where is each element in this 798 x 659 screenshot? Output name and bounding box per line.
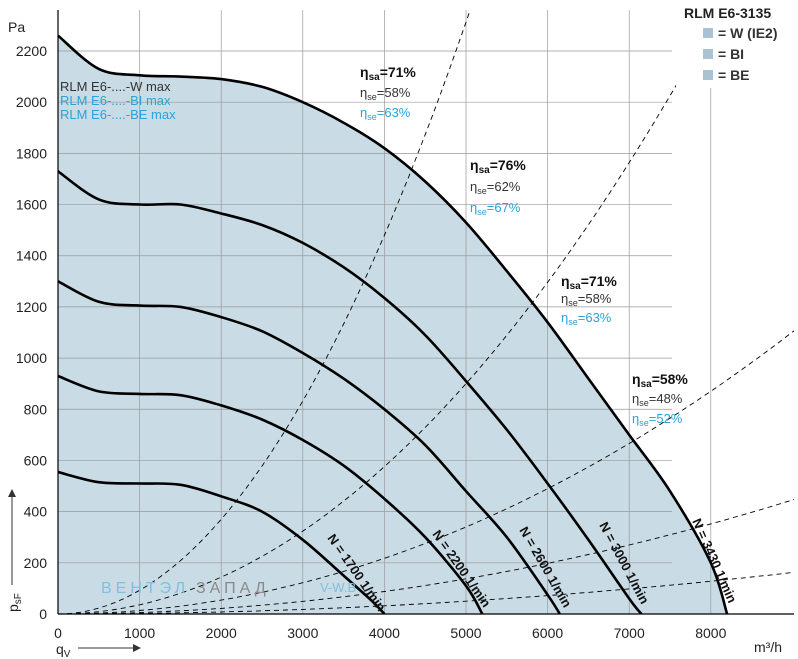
x-tick-label: 0 [54,625,62,641]
max-label-bi: RLM E6-....-BI max [60,93,171,108]
system-curves [58,10,794,614]
eta-se-bi-label: ηse=52% [632,411,683,428]
y-tick-label: 1400 [16,248,47,264]
system-curve [58,10,471,614]
chart-grid [58,10,712,614]
x-tick-label: 5000 [450,625,481,641]
system-curve [58,499,794,614]
eta-sa-label: ηsa=71% [360,64,416,83]
fan-curve-line [58,170,643,614]
svg-text:psF: psF [5,593,24,612]
eta-se-bi-label: ηse=63% [561,310,612,327]
legend-label-be: = BE [718,67,750,83]
x-tick-label: 2000 [206,625,237,641]
legend-swatch-w [703,28,713,38]
x-axis-label-main: q [56,641,64,657]
efficiency-annotation-2: ηsa=76% ηse=62% ηse=67% [470,157,526,217]
y-tick-label: 2200 [16,43,47,59]
system-curve [58,10,720,614]
eta-se-w-label: ηse=48% [632,391,683,408]
x-tick-labels: 0 1000 2000 3000 4000 5000 6000 7000 8000 [54,625,726,641]
legend: RLM E6-3135 = W (IE2) = BI = BE [676,0,798,88]
y-tick-label: 600 [24,452,48,468]
x-tick-label: 6000 [532,625,563,641]
eta-sa-label: ηsa=71% [561,273,617,292]
y-tick-label: 1800 [16,145,47,161]
legend-label-bi: = BI [718,46,744,62]
x-tick-label: 3000 [287,625,318,641]
y-tick-label: 1200 [16,299,47,315]
x-axis-label-sub: V [64,649,71,659]
operating-region-fill [58,35,728,615]
watermark-part1: ВЕНТЭЛ [101,580,189,597]
y-unit-label: Pa [8,19,25,35]
y-tick-label: 400 [24,504,48,520]
y-tick-label: 1600 [16,197,47,213]
fan-curve-line [58,280,561,614]
x-tick-label: 8000 [695,625,726,641]
legend-swatch-bi [703,49,713,59]
x-tick-label: 4000 [369,625,400,641]
efficiency-annotation-1: ηsa=71% ηse=58% ηse=63% [360,64,416,122]
legend-swatch-be [703,70,713,80]
legend-label-w: = W (IE2) [718,25,778,41]
efficiency-annotation-3: ηsa=71% ηse=58% ηse=63% [561,273,617,327]
eta-se-w-label: ηse=58% [360,85,411,102]
efficiency-annotation-4: ηsa=58% ηse=48% ηse=52% [632,371,688,428]
fan-curve-line [58,470,386,614]
eta-se-bi-label: ηse=67% [470,200,521,217]
y-tick-label: 0 [39,606,47,622]
y-axis-label: psF [5,593,24,612]
y-tick-labels: 0 200 400 600 800 1000 1200 1400 1600 1800 2000 220… [16,43,47,622]
legend-title: RLM E6-3135 [684,5,771,21]
eta-sa-label: ηsa=76% [470,157,526,176]
system-curve [58,330,794,614]
x-tick-label: 7000 [614,625,645,641]
x-tick-label: 1000 [124,625,155,641]
fan-curve-line [58,374,484,614]
eta-se-w-label: ηse=58% [561,291,612,308]
watermark-part2: ЗАПАД [196,580,270,597]
max-label-w: RLM E6-....-W max [60,79,171,94]
x-unit-label: m³/h [754,639,782,655]
eta-se-w-label: ηse=62% [470,179,521,196]
fan-curves [58,34,729,614]
y-tick-label: 200 [24,555,48,571]
x-axis-label: qV [56,641,71,659]
legend-background [676,0,798,88]
watermark-part3: V-W.B [320,580,356,595]
fan-curve-line [58,34,729,614]
eta-sa-label: ηsa=58% [632,371,688,390]
max-label-be: RLM E6-....-BE max [60,107,176,122]
y-tick-label: 1000 [16,350,47,366]
eta-se-bi-label: ηse=63% [360,105,411,122]
y-tick-label: 800 [24,401,48,417]
y-tick-label: 2000 [16,94,47,110]
